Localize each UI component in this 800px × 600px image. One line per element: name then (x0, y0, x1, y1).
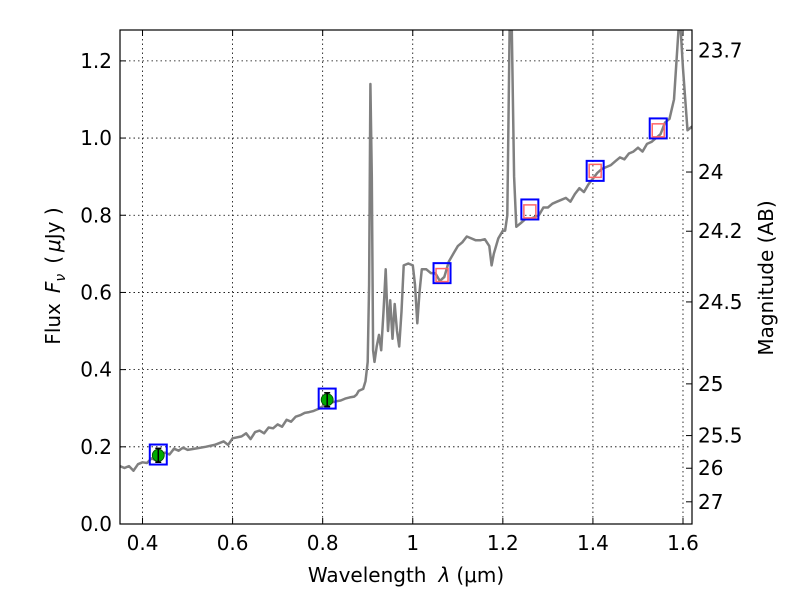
model-point-box (585, 159, 605, 182)
x-tick-label: 1.2 (487, 531, 519, 555)
x-tick-label: 1 (406, 531, 419, 555)
y2-axis-label: Magnitude (AB) (754, 200, 778, 355)
spectrum-line (120, 30, 692, 472)
y-axis-label: FluxFν(μJy ) (41, 207, 69, 344)
model-point-box (432, 262, 452, 285)
x-tick-label: 0.4 (127, 531, 159, 555)
x-tick-label: 1.4 (577, 531, 609, 555)
upper-limit-marker (651, 123, 665, 138)
model-point-box (317, 387, 337, 410)
model-point-box (520, 198, 540, 221)
upper-limit-marker (523, 204, 537, 219)
y-tick-label: 0.4 (80, 358, 112, 382)
y2-tick-label: 25 (698, 372, 723, 396)
upper-limit-marker (588, 163, 602, 179)
plot-frame (119, 29, 693, 525)
y-tick-label: 0.0 (80, 512, 112, 536)
y-tick-label: 0.2 (80, 435, 112, 459)
upper-limit-marker (435, 267, 449, 283)
x-axis-label: Wavelength λ (μm) (308, 563, 504, 587)
plot-area (120, 30, 692, 472)
ticks: 0.4 0.6 0.8 1 1.2 1.4 1.6 0.0 0.2 0.4 0.6 0.8 1.0 1.2… (80, 30, 743, 555)
y2-tick-label: 25.5 (698, 424, 743, 448)
y2-tick-label: 24 (698, 160, 723, 184)
y2-tick-label: 24.2 (698, 219, 743, 243)
x-tick-label: 0.8 (307, 531, 339, 555)
y-tick-label: 1.2 (80, 49, 112, 73)
y2-tick-label: 23.7 (698, 38, 743, 62)
y2-tick-label: 24.5 (698, 290, 743, 314)
model-point-box (648, 117, 668, 140)
x-tick-label: 1.6 (667, 531, 699, 555)
y-tick-label: 0.8 (80, 203, 112, 227)
y2-tick-label: 26 (698, 456, 723, 480)
x-tick-label: 0.6 (217, 531, 249, 555)
y-tick-label: 1.0 (80, 126, 112, 150)
grid (120, 30, 692, 525)
y-tick-label: 0.6 (80, 280, 112, 304)
y2-tick-label: 27 (698, 490, 723, 514)
model-point-box (148, 443, 168, 466)
